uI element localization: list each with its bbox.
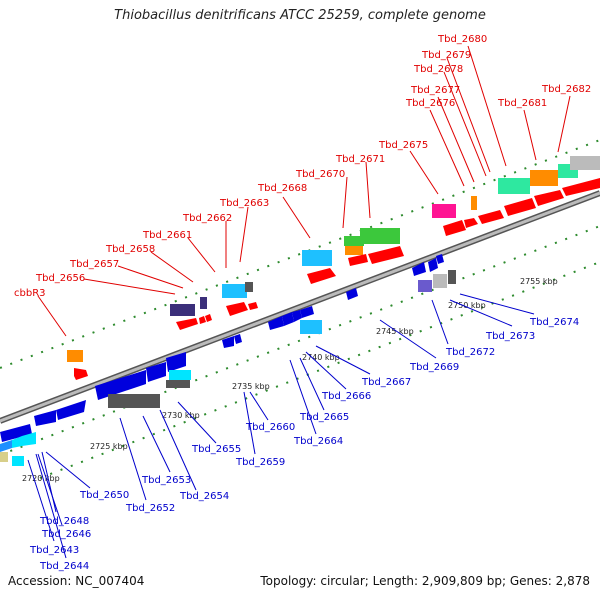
gene-label: Tbd_2669 xyxy=(409,362,459,373)
gene-label: Tbd_2652 xyxy=(125,503,175,514)
gene-label: Tbd_2665 xyxy=(299,412,349,423)
gene-label: Tbd_2643 xyxy=(29,545,79,556)
gene-label: Tbd_2663 xyxy=(219,198,269,209)
tick-label: 2740 kbp xyxy=(302,353,340,362)
gene-label: Tbd_2660 xyxy=(245,422,295,433)
tick-label: 2745 kbp xyxy=(376,327,414,336)
gene-label: Tbd_2664 xyxy=(293,436,343,447)
forward-labels: cbbR3 Tbd_2656 Tbd_2657 Tbd_2658 Tbd_266… xyxy=(14,34,591,299)
tick-label: 2735 kbp xyxy=(232,382,270,391)
gene-label: Tbd_2676 xyxy=(405,98,455,109)
gene-label: Tbd_2674 xyxy=(529,317,579,328)
tick-label: 2755 kbp xyxy=(520,277,558,286)
gene-label: Tbd_2671 xyxy=(335,154,385,165)
gene-label: Tbd_2682 xyxy=(541,84,591,95)
gene-label: Tbd_2677 xyxy=(410,85,460,96)
tick-label: 2730 kbp xyxy=(162,411,200,420)
track-guides xyxy=(0,139,600,479)
tick-label: 2720 kbp xyxy=(22,474,60,483)
reverse-labels: Tbd_2643 Tbd_2644 Tbd_2646 Tbd_2648 Tbd_… xyxy=(29,317,579,572)
genome-summary: Topology: circular; Length: 2,909,809 bp… xyxy=(260,574,590,588)
forward-features xyxy=(67,156,600,380)
reverse-leaders xyxy=(27,293,535,559)
gene-label: Tbd_2679 xyxy=(421,50,471,61)
gene-label: Tbd_2672 xyxy=(445,347,495,358)
tick-labels: 2720 kbp 2725 kbp 2730 kbp 2735 kbp 2740… xyxy=(22,277,558,483)
genome-backbone xyxy=(0,190,600,424)
gene-label: Tbd_2673 xyxy=(485,331,535,342)
gene-label: Tbd_2681 xyxy=(497,98,547,109)
gene-label: Tbd_2653 xyxy=(141,475,191,486)
gene-label: Tbd_2659 xyxy=(235,457,285,468)
gene-label: Tbd_2654 xyxy=(179,491,229,502)
gene-label: Tbd_2657 xyxy=(69,259,119,270)
gene-label: Tbd_2655 xyxy=(191,444,241,455)
forward-leaders xyxy=(37,45,571,337)
gene-label: Tbd_2656 xyxy=(35,273,85,284)
gene-label: Tbd_2646 xyxy=(41,529,91,540)
gene-label: Tbd_2667 xyxy=(361,377,411,388)
gene-label: cbbR3 xyxy=(14,288,46,299)
gene-label: Tbd_2680 xyxy=(437,34,487,45)
tick-label: 2750 kbp xyxy=(448,301,486,310)
gene-label: Tbd_2661 xyxy=(142,230,192,241)
gene-label: Tbd_2644 xyxy=(39,561,89,572)
gene-label: Tbd_2678 xyxy=(413,64,463,75)
reverse-features xyxy=(0,254,456,466)
gene-label: Tbd_2662 xyxy=(182,213,232,224)
gene-label: Tbd_2648 xyxy=(39,516,89,527)
gene-label: Tbd_2675 xyxy=(378,140,428,151)
gene-label: Tbd_2666 xyxy=(321,391,371,402)
accession-text: Accession: NC_007404 xyxy=(8,574,145,588)
gene-label: Tbd_2650 xyxy=(79,490,129,501)
gene-label: Tbd_2658 xyxy=(105,244,155,255)
gene-label: Tbd_2670 xyxy=(295,169,345,180)
tick-label: 2725 kbp xyxy=(90,442,128,451)
map-title: Thiobacillus denitrificans ATCC 25259, c… xyxy=(114,8,486,23)
gene-label: Tbd_2668 xyxy=(257,183,307,194)
